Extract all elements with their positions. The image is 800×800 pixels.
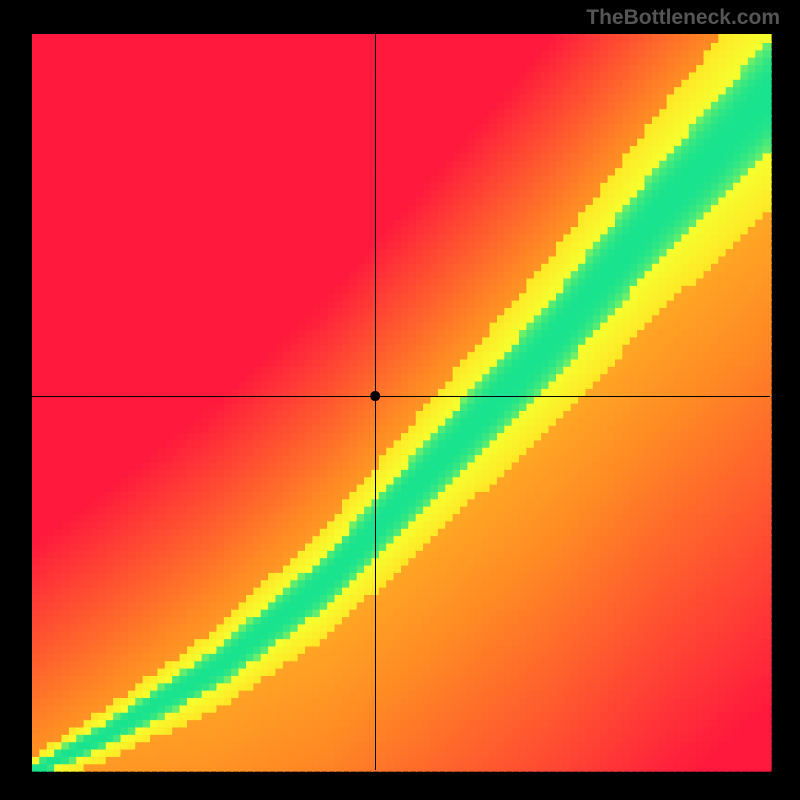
chart-container: { "watermark": { "text": "TheBottleneck.…: [0, 0, 800, 800]
bottleneck-heatmap: [0, 0, 800, 800]
watermark-text: TheBottleneck.com: [586, 6, 780, 30]
